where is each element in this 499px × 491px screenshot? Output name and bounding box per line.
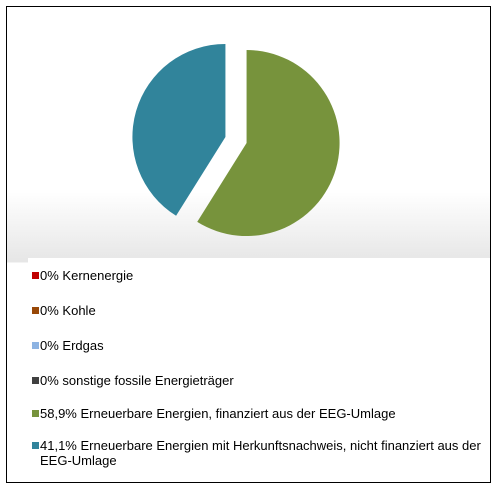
legend-item: 0% Kernenergie [32, 268, 482, 283]
legend-value: 58,9% [40, 406, 77, 421]
legend-label: Erdgas [62, 338, 104, 353]
legend-value: 0% [40, 268, 59, 283]
legend-marker [32, 272, 39, 279]
legend-text: 0% sonstige fossile Energieträger [40, 373, 234, 388]
legend-marker [32, 377, 39, 384]
legend-item: 0% Kohle [32, 303, 482, 318]
pie-slice [197, 50, 340, 237]
legend-marker [32, 307, 39, 314]
legend-marker [32, 442, 39, 449]
legend-text: 41,1% Erneuerbare Energien mit Herkunftsn… [40, 438, 482, 468]
legend-value: 41,1% [40, 438, 77, 453]
legend-marker [32, 410, 39, 417]
legend-value: 0% [40, 338, 59, 353]
legend-label: Kernenergie [62, 268, 134, 283]
legend-value: 0% [40, 373, 59, 388]
legend-text: 0% Erdgas [40, 338, 104, 353]
legend-value: 0% [40, 303, 59, 318]
legend-item: 41,1% Erneuerbare Energien mit Herkunftsn… [32, 438, 482, 468]
legend-text: 0% Kohle [40, 303, 96, 318]
legend-text: 0% Kernenergie [40, 268, 133, 283]
legend-label: Erneuerbare Energien, finanziert aus der… [80, 406, 396, 421]
legend-item: 58,9% Erneuerbare Energien, finanziert au… [32, 406, 482, 421]
legend-item: 0% sonstige fossile Energieträger [32, 373, 482, 388]
legend-label: Kohle [62, 303, 96, 318]
pie-slice [132, 43, 226, 216]
legend-text: 58,9% Erneuerbare Energien, finanziert au… [40, 406, 396, 421]
legend-item: 0% Erdgas [32, 338, 482, 353]
legend: 0% Kernenergie 0% Kohle 0% Erdgas 0% sonstige f… [28, 258, 490, 470]
legend-marker [32, 342, 39, 349]
legend-label: Erneuerbare Energien mit Herkunftsnachwe… [40, 438, 481, 468]
legend-label: sonstige fossile Energieträger [62, 373, 234, 388]
